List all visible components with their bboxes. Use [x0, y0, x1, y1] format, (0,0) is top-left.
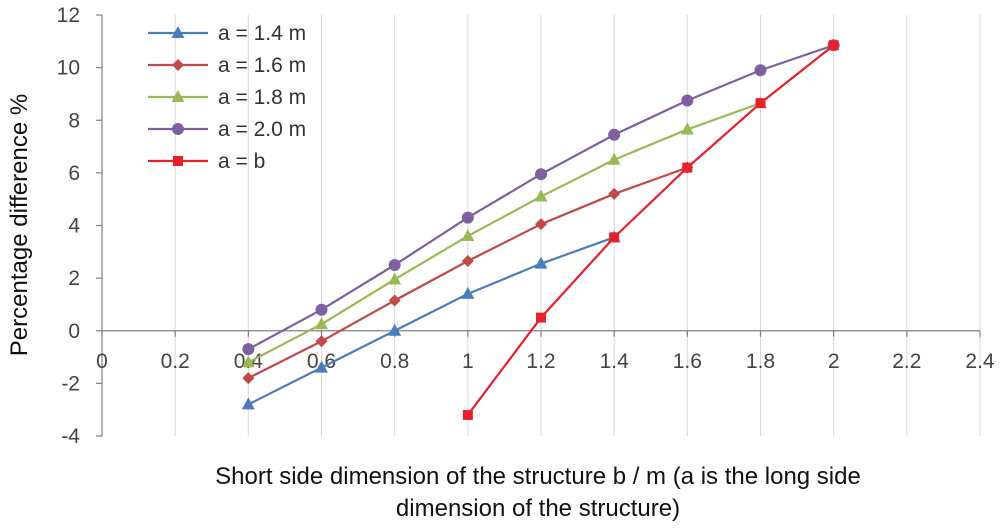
data-point-marker: [461, 229, 475, 242]
data-point-marker: [534, 189, 548, 202]
x-tick-label: 1.4: [600, 350, 630, 373]
x-tick-label: 2.2: [892, 350, 921, 373]
y-tick-label: 12: [57, 4, 80, 27]
data-point-marker: [388, 323, 402, 336]
data-point-marker: [315, 303, 328, 316]
series-line: [247, 102, 761, 364]
y-tick-label: -4: [61, 425, 80, 448]
data-point-marker: [461, 211, 474, 224]
data-point-marker: [315, 317, 328, 330]
data-point-marker: [461, 255, 474, 268]
data-point-marker: [608, 128, 621, 141]
legend-entry: a = 1.6 m: [148, 54, 306, 77]
legend-marker: [172, 59, 184, 71]
x-tick-label: 1.8: [746, 350, 775, 373]
data-point-marker: [609, 232, 620, 243]
data-point-marker: [755, 98, 766, 109]
axes: [96, 14, 981, 437]
legend-entry: a = 2.0 m: [148, 118, 306, 141]
legend-label: a = 1.4 m: [218, 22, 306, 45]
data-point-marker: [682, 162, 693, 173]
data-series: [241, 39, 840, 420]
x-axis-title-line-1: Short side dimension of the structure b …: [215, 463, 861, 490]
legend: a = 1.4 m a = 1.6 m a = 1.8 m a = 2.0 m a = …: [148, 22, 306, 173]
y-tick-label: 8: [68, 109, 80, 132]
data-point-marker: [242, 343, 255, 356]
x-tick-label: 2: [828, 350, 840, 373]
y-tick-label: 0: [68, 320, 80, 343]
series-line: [247, 236, 615, 406]
x-tick-label: 0: [96, 350, 108, 373]
vertical-gridlines: [174, 15, 981, 436]
data-point-marker: [388, 258, 401, 271]
y-tick-label: 6: [68, 162, 80, 185]
legend-marker: [172, 123, 184, 135]
data-point-marker: [534, 256, 548, 269]
x-tick-label: 1: [462, 350, 474, 373]
legend-entry: a = 1.4 m: [148, 22, 306, 45]
data-point-marker: [828, 40, 839, 51]
data-point-marker: [607, 152, 621, 165]
data-point-marker: [462, 409, 473, 420]
y-axis-tick-labels: -4 -2 0 2 4 6 8 10 12: [57, 4, 81, 448]
data-point-marker: [388, 272, 402, 285]
legend-entry: a = b: [148, 150, 265, 173]
legend-label: a = 1.8 m: [218, 86, 306, 109]
legend-marker: [171, 90, 185, 102]
legend-label: a = b: [218, 150, 265, 173]
series-line: [466, 44, 835, 416]
data-point-marker: [241, 397, 255, 410]
x-tick-label: 1.2: [526, 350, 555, 373]
data-point-marker: [535, 218, 547, 231]
x-axis-title-line-2: dimension of the structure): [396, 495, 680, 522]
legend-marker: [171, 26, 185, 38]
y-tick-label: 2: [68, 267, 80, 290]
data-point-marker: [536, 312, 546, 323]
data-point-marker: [315, 335, 328, 348]
y-tick-label: 4: [68, 215, 80, 238]
data-point-marker: [754, 64, 767, 77]
legend-entry: a = 1.8 m: [148, 86, 306, 109]
data-point-marker: [608, 187, 621, 200]
legend-marker: [173, 156, 183, 166]
legend-label: a = 2.0 m: [218, 118, 306, 141]
x-axis-tick-labels: 00.20.40.60.811.21.41.61.822.22.4: [96, 350, 995, 373]
data-point-marker: [681, 94, 694, 107]
data-point-marker: [388, 294, 401, 307]
data-point-marker: [680, 122, 694, 135]
series-a-1-8-m: [241, 96, 767, 368]
y-axis-title: Percentage difference %: [6, 94, 33, 356]
x-tick-label: 0.2: [161, 350, 190, 373]
x-tick-label: 2.4: [965, 350, 995, 373]
data-point-marker: [535, 168, 547, 181]
y-tick-label: 10: [57, 57, 80, 80]
data-point-marker: [241, 355, 255, 368]
x-tick-label: 0.8: [380, 350, 409, 373]
x-tick-label: 1.6: [673, 350, 702, 373]
data-point-marker: [242, 372, 255, 385]
data-point-marker: [461, 286, 475, 299]
data-point-marker: [315, 360, 328, 373]
series-a-b: [462, 40, 839, 420]
y-tick-label: -2: [61, 372, 80, 395]
legend-label: a = 1.6 m: [218, 54, 306, 77]
